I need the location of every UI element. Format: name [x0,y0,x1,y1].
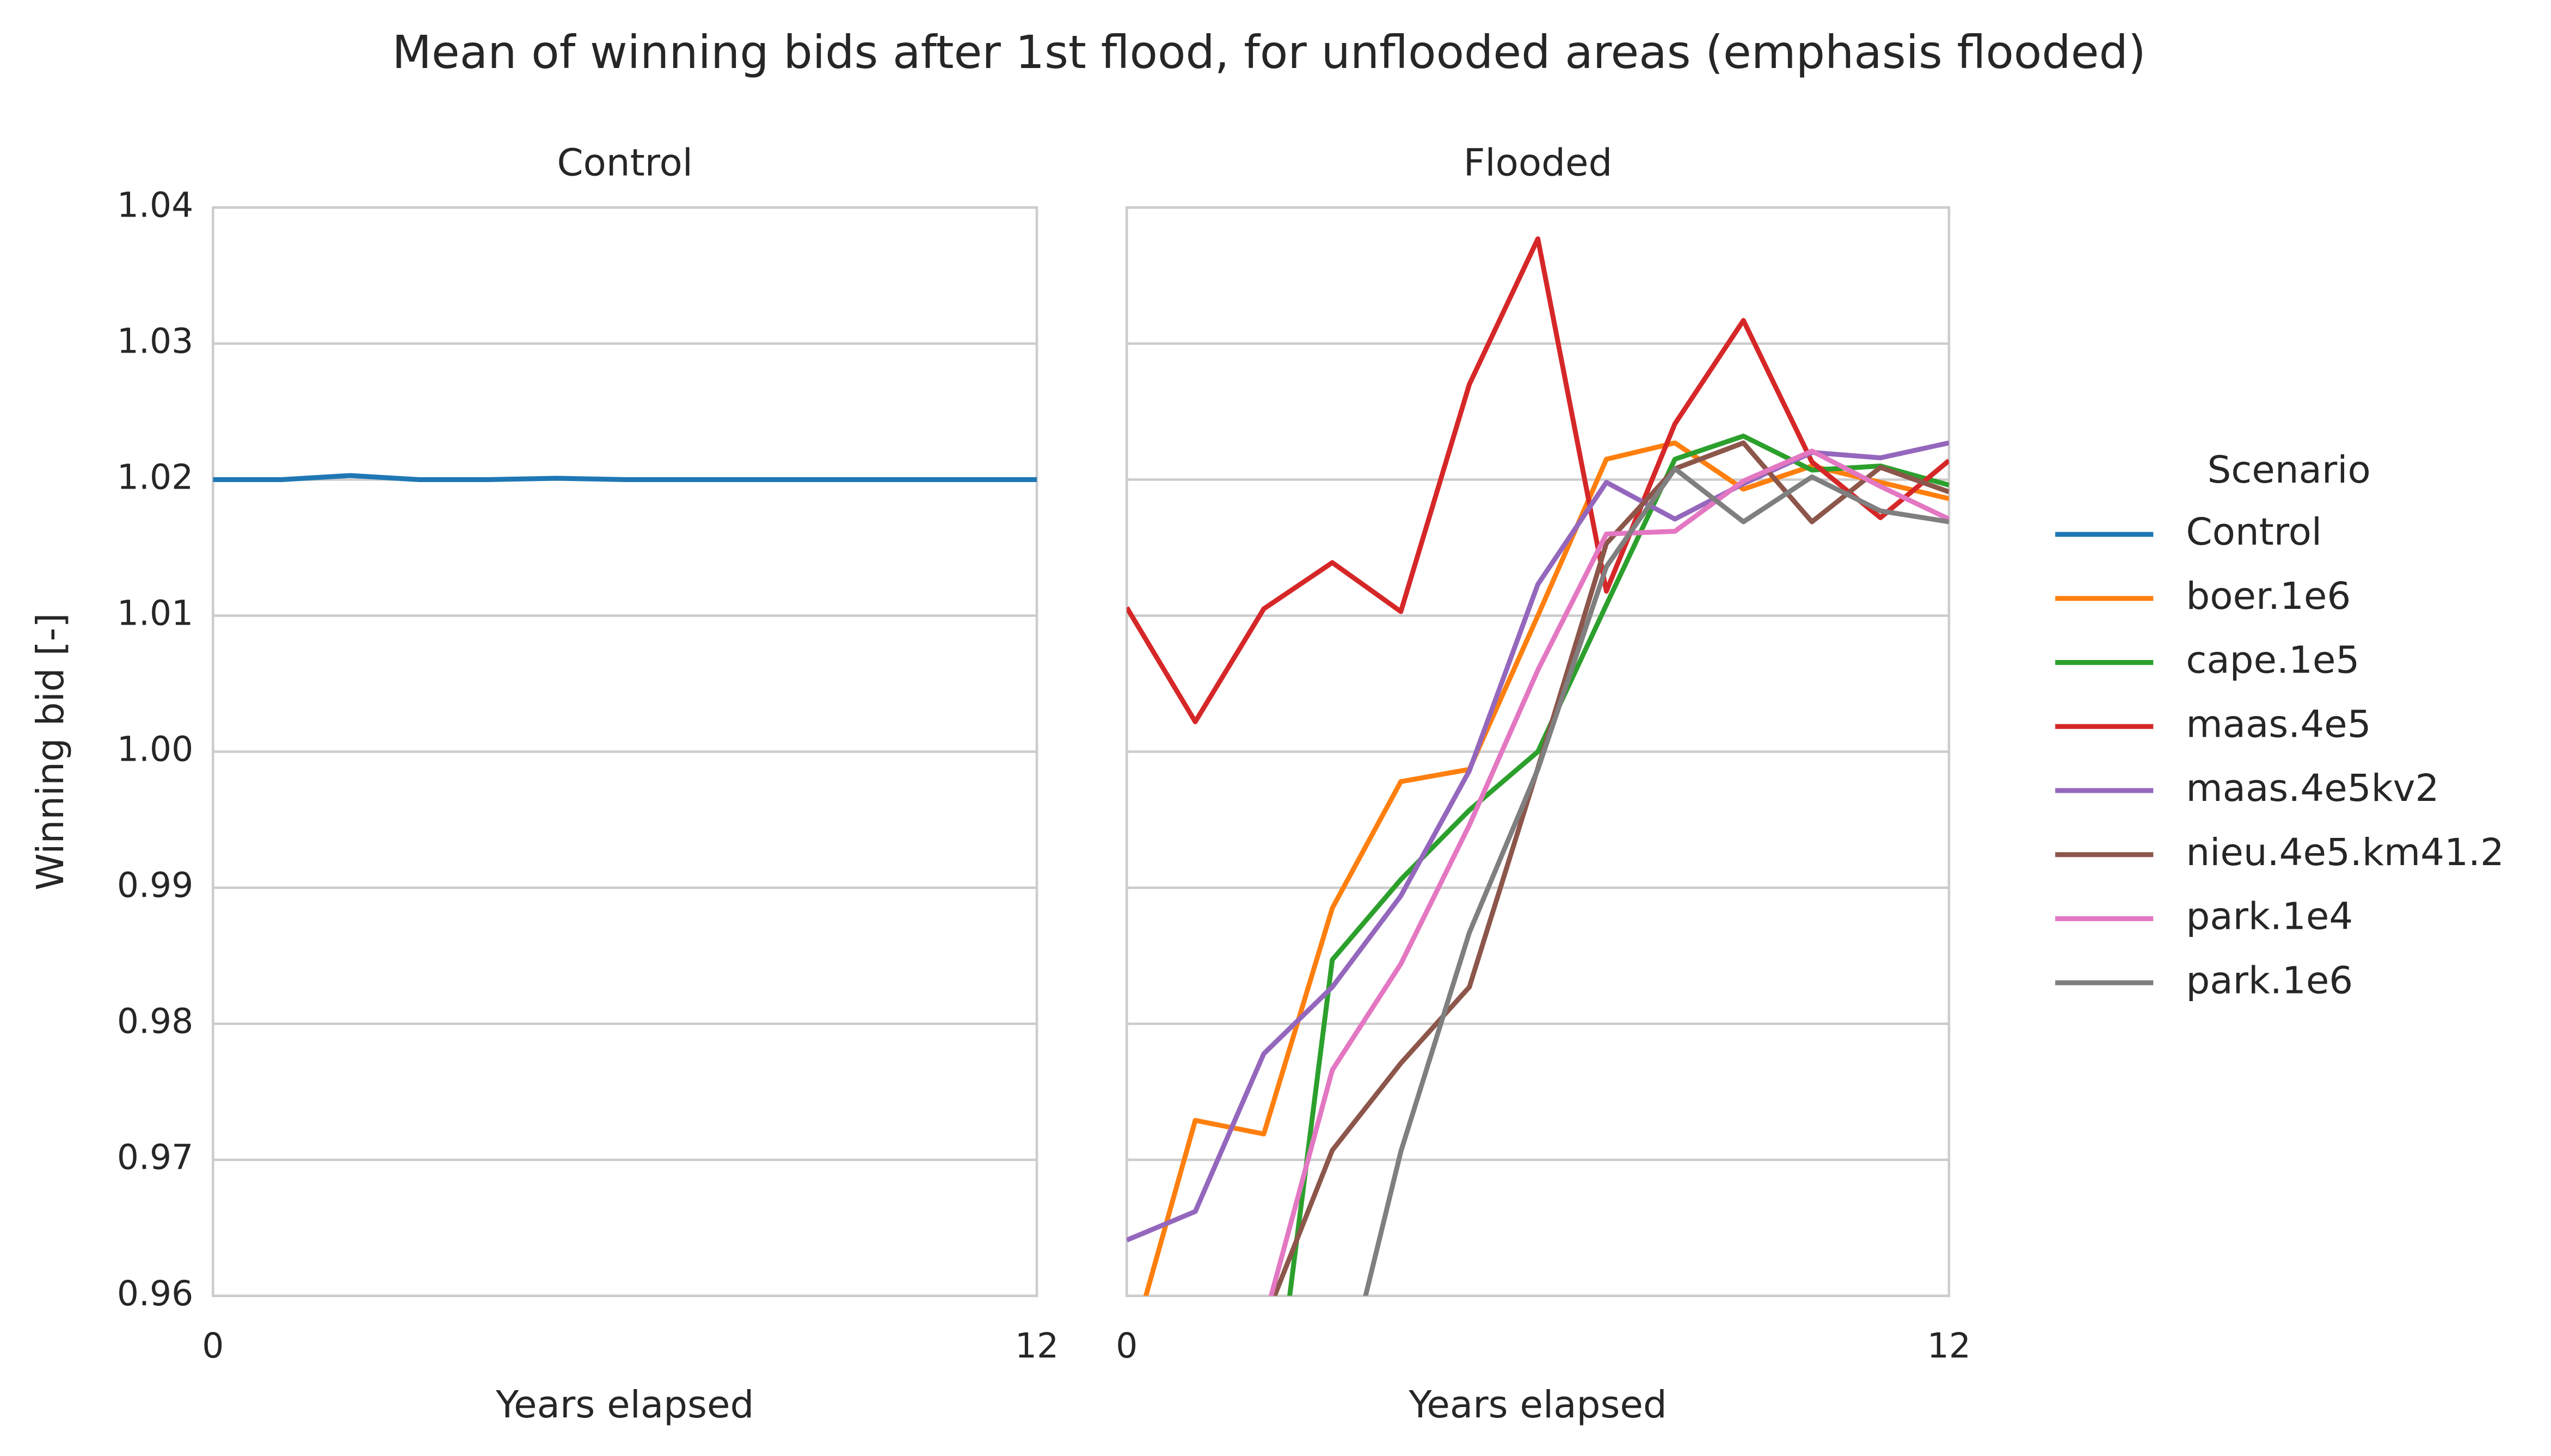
x-tick-label: 12 [1927,1325,1971,1366]
plot-area [1127,236,1949,1296]
legend-title: Scenario [2207,448,2370,492]
legend-label: park.1e4 [2186,895,2353,939]
y-tick-label: 1.00 [117,729,193,769]
y-tick-label: 0.99 [117,865,193,905]
legend-label: maas.4e5 [2186,702,2371,746]
x-axis-label: Years elapsed [495,1383,754,1427]
legend-label: cape.1e5 [2186,639,2359,682]
y-axis-label: Winning bid [-] [29,613,72,891]
data-line [1287,433,1949,1296]
y-tick-label: 0.96 [117,1273,193,1313]
legend-label: Control [2186,510,2322,554]
data-line [1127,236,1949,725]
x-tick-label: 0 [202,1325,224,1366]
panel-border [212,206,1038,1297]
data-line [1143,440,1949,1296]
panel-title: Flooded [1464,141,1613,184]
data-line [213,473,1037,482]
legend-label: nieu.4e5.km41.2 [2186,831,2504,874]
panel-border [1125,206,1951,1297]
x-axis-label: Years elapsed [1408,1383,1667,1427]
y-tick-label: 1.02 [117,457,193,497]
y-tick-label: 1.03 [117,321,193,361]
plot-area [213,473,1037,482]
legend-label: park.1e6 [2186,959,2353,1002]
figure-title: Mean of winning bids after 1st flood, fo… [392,26,2146,79]
legend-label: maas.4e5kv2 [2186,767,2439,810]
x-tick-label: 12 [1015,1325,1059,1366]
y-tick-label: 1.01 [117,593,193,633]
x-tick-label: 0 [1116,1325,1138,1366]
panel-title: Control [557,141,693,184]
legend-label: boer.1e6 [2186,575,2351,618]
y-tick-label: 1.04 [117,185,193,225]
data-line [1127,440,1949,1243]
data-line [1268,448,1949,1296]
y-tick-label: 0.98 [117,1001,193,1041]
y-tick-label: 0.97 [117,1137,193,1177]
data-line [1363,466,1949,1296]
